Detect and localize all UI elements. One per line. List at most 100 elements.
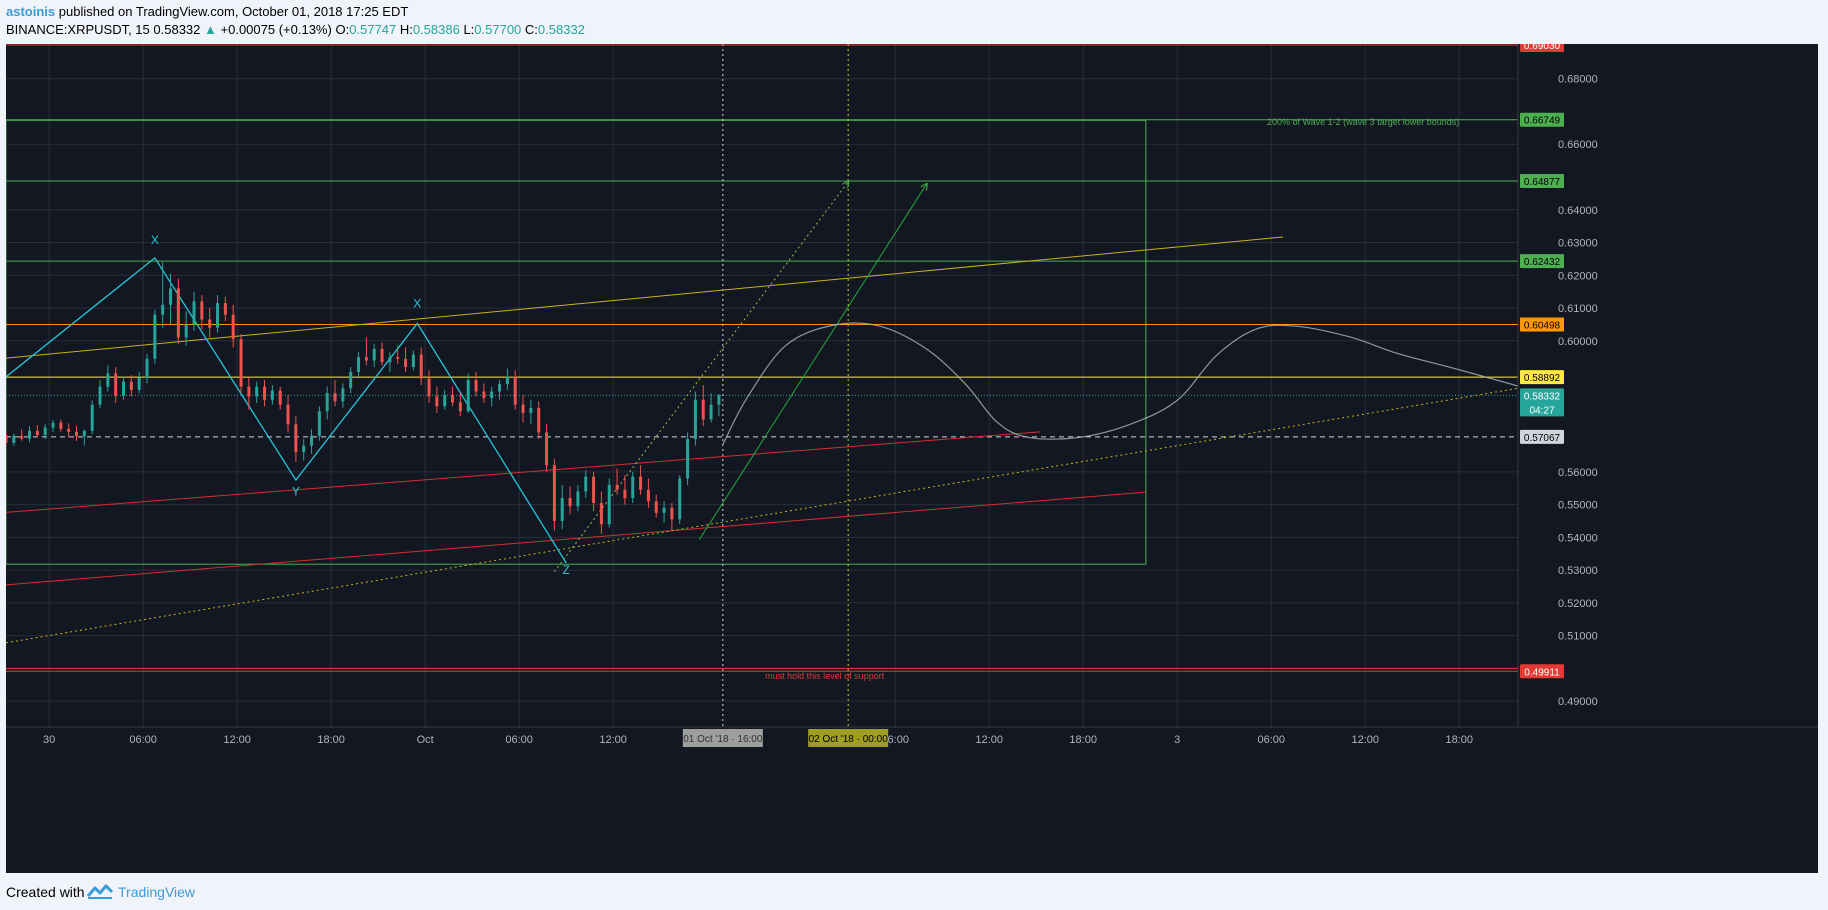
close-value: 0.58332 — [537, 22, 585, 37]
candle-body — [184, 324, 188, 338]
candle — [615, 468, 619, 495]
candle-body — [498, 384, 502, 392]
candle-body — [646, 489, 650, 502]
candle-body — [278, 390, 282, 405]
time-label-bg — [808, 729, 889, 747]
price-label-text: 0.60498 — [1524, 320, 1561, 331]
candle — [701, 385, 705, 426]
candle — [98, 380, 102, 408]
candle-body — [129, 381, 133, 390]
candle-body — [223, 303, 227, 315]
candle-body — [584, 476, 588, 492]
candle — [216, 294, 220, 333]
wave-label: X — [151, 233, 159, 247]
candle-body — [372, 348, 376, 361]
price-label-bg — [1520, 44, 1564, 52]
wave-label: Z — [562, 563, 569, 577]
candle — [43, 424, 47, 440]
candle — [129, 375, 133, 397]
candle — [310, 429, 314, 454]
candle-body — [43, 427, 47, 436]
candle — [255, 381, 259, 404]
candle — [404, 347, 408, 372]
candle — [75, 425, 79, 442]
tradingview-logo-icon[interactable] — [86, 882, 114, 900]
chart-area[interactable]: X Y X Z 200% of Wave 1-2 (wave 3 target lowe… — [6, 44, 1818, 873]
candle-body — [364, 357, 368, 361]
price-tick-label: 0.49000 — [1558, 696, 1598, 708]
candle-body — [302, 445, 306, 453]
candle-body — [521, 404, 525, 413]
tradingview-link[interactable]: TradingView — [118, 884, 196, 900]
candle — [670, 502, 674, 531]
symbol-label: BINANCE:XRPUSDT, 15 — [6, 22, 150, 37]
candle-body — [435, 396, 439, 407]
candle-body — [317, 411, 321, 436]
candle — [341, 383, 345, 408]
price-tick-label: 0.62000 — [1558, 270, 1598, 282]
time-tick-label: 06:00 — [505, 734, 533, 746]
candle-body — [82, 430, 86, 437]
projection-arrow-line — [553, 182, 848, 573]
candle — [200, 294, 204, 330]
price-label-badge: 0.58332 04:27 — [1520, 388, 1564, 417]
candle — [709, 393, 713, 423]
candle — [466, 373, 470, 413]
candle-body — [6, 435, 8, 443]
candle — [239, 334, 243, 394]
candle-body — [169, 288, 173, 305]
candle-body — [114, 373, 118, 396]
last-price: 0.58332 — [153, 22, 201, 37]
candle — [176, 278, 180, 345]
price-label-badge: 0.69030 — [1520, 44, 1564, 52]
price-label-text: 0.49911 — [1524, 667, 1560, 678]
price-label-bg — [1520, 388, 1564, 417]
candle — [584, 470, 588, 499]
price-change: +0.00075 (+0.13%) — [220, 22, 332, 37]
price-tick-label: 0.55000 — [1558, 500, 1598, 512]
price-label-text: 0.58892 — [1524, 373, 1561, 384]
candle-body — [607, 484, 611, 525]
candle — [20, 429, 24, 441]
candle — [411, 350, 415, 371]
candle — [388, 352, 392, 372]
price-chart[interactable]: X Y X Z 200% of Wave 1-2 (wave 3 target lowe… — [6, 44, 1818, 873]
high-label: H: — [399, 22, 413, 37]
price-tick-label: 0.54000 — [1558, 532, 1598, 544]
price-label-text: 0.62432 — [1524, 257, 1561, 268]
chart-annotation: 200% of Wave 1-2 (wave 3 target lower bo… — [1267, 117, 1459, 127]
candle-body — [12, 435, 16, 443]
candle-body — [717, 395, 721, 405]
time-tick-label: 06:00 — [1257, 734, 1285, 746]
price-tick-label: 0.61000 — [1558, 303, 1598, 315]
candle — [662, 501, 666, 523]
candle-body — [59, 422, 63, 429]
candle-body — [529, 407, 533, 413]
time-label-text: 01 Oct '18 · 16:00 — [683, 734, 763, 745]
created-with-text: Created with — [6, 884, 85, 900]
candle — [153, 309, 157, 364]
candle-body — [67, 428, 71, 432]
candle — [82, 429, 86, 446]
candle — [169, 273, 173, 325]
projection-curve — [722, 322, 1518, 445]
candle — [623, 475, 627, 505]
time-tick-label: Oct — [417, 734, 434, 746]
candle-body — [106, 373, 110, 387]
candle — [474, 371, 478, 397]
candle-body — [161, 304, 165, 315]
candle — [607, 478, 611, 528]
candle — [270, 385, 274, 405]
candle-body — [482, 391, 486, 399]
trend-line — [6, 387, 1518, 644]
candle-body — [545, 432, 549, 466]
price-label-bg — [1520, 370, 1564, 385]
candle-body — [145, 358, 149, 378]
price-label-text: 0.64877 — [1524, 177, 1561, 188]
price-label-badge: 0.62432 — [1520, 254, 1564, 269]
candle-body — [623, 489, 627, 499]
candle — [231, 304, 235, 348]
candle — [223, 296, 227, 322]
author-link[interactable]: astoinis — [6, 4, 56, 19]
time-tick-label: 12:00 — [1351, 734, 1379, 746]
